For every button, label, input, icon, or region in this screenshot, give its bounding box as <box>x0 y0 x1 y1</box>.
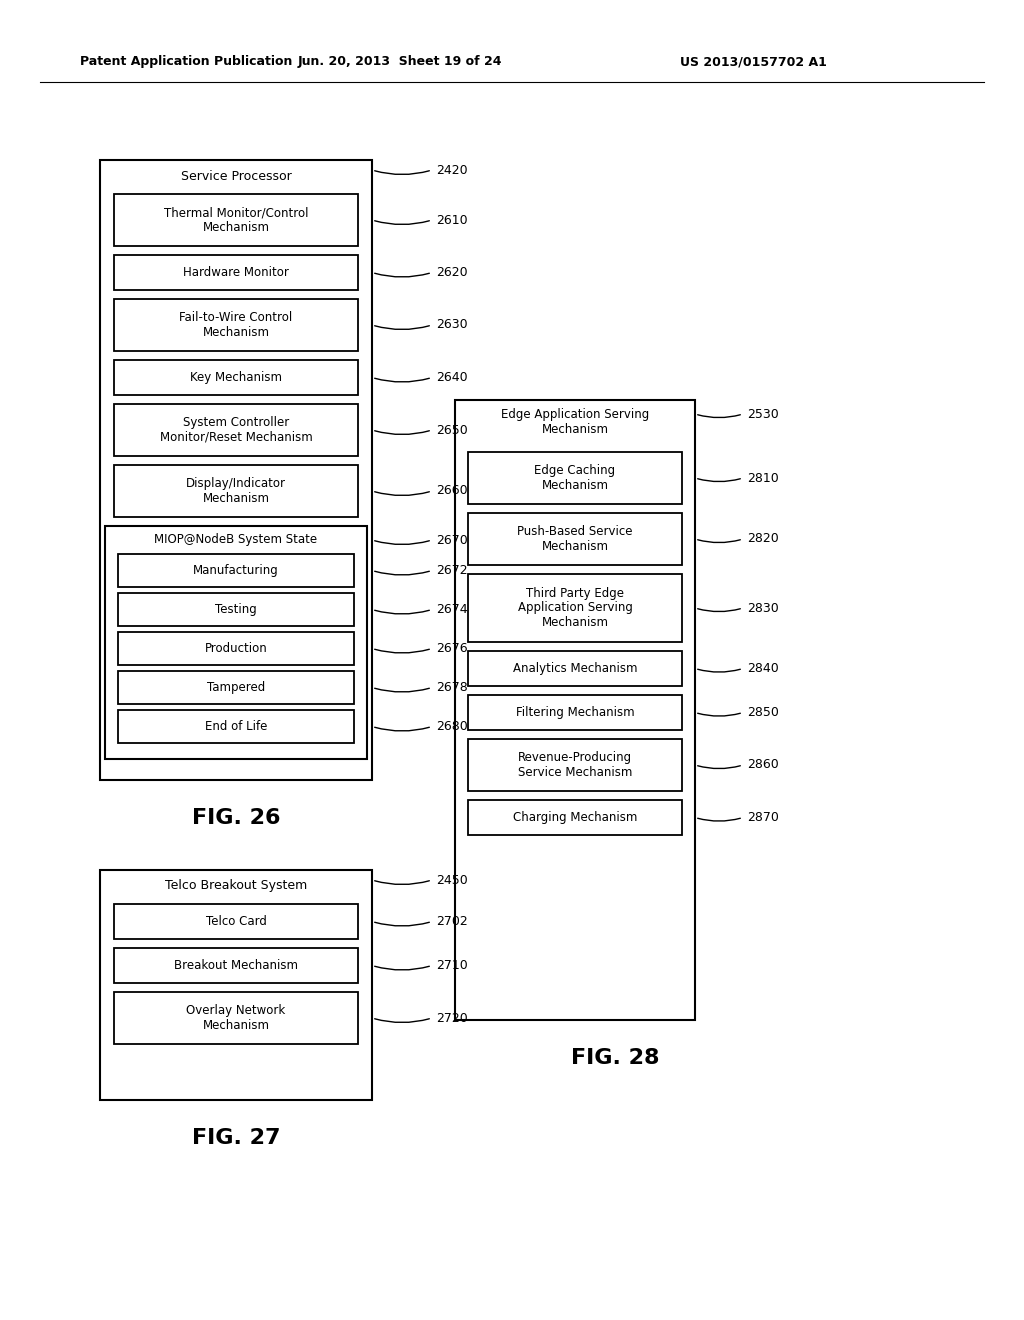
Bar <box>114 993 358 1044</box>
Text: 2450: 2450 <box>436 874 468 887</box>
Bar <box>114 194 358 246</box>
Text: 2840: 2840 <box>746 663 778 675</box>
Bar <box>114 255 358 290</box>
Text: 2610: 2610 <box>436 214 468 227</box>
Text: 2530: 2530 <box>746 408 778 421</box>
Text: 2620: 2620 <box>436 267 468 279</box>
Text: 2650: 2650 <box>436 424 468 437</box>
Text: 2680: 2680 <box>436 719 468 733</box>
Text: 2720: 2720 <box>436 1011 468 1024</box>
Text: Edge Application Serving
Mechanism: Edge Application Serving Mechanism <box>501 408 649 436</box>
Bar <box>118 710 354 743</box>
Text: 2830: 2830 <box>746 602 778 615</box>
Text: Telco Card: Telco Card <box>206 915 266 928</box>
Text: Overlay Network
Mechanism: Overlay Network Mechanism <box>186 1005 286 1032</box>
Bar <box>100 870 372 1100</box>
Text: 2850: 2850 <box>746 706 779 719</box>
Bar <box>114 948 358 983</box>
Text: Thermal Monitor/Control
Mechanism: Thermal Monitor/Control Mechanism <box>164 206 308 234</box>
Text: Key Mechanism: Key Mechanism <box>190 371 282 384</box>
Text: Revenue-Producing
Service Mechanism: Revenue-Producing Service Mechanism <box>518 751 632 779</box>
Text: Charging Mechanism: Charging Mechanism <box>513 810 637 824</box>
Text: FIG. 27: FIG. 27 <box>191 1129 281 1148</box>
Text: 2820: 2820 <box>746 532 778 545</box>
Bar <box>468 696 682 730</box>
Text: US 2013/0157702 A1: US 2013/0157702 A1 <box>680 55 826 69</box>
Text: Testing: Testing <box>215 603 257 616</box>
Text: Tampered: Tampered <box>207 681 265 694</box>
Text: 2640: 2640 <box>436 371 468 384</box>
Bar <box>114 904 358 939</box>
Bar <box>118 632 354 665</box>
Bar <box>118 593 354 626</box>
Text: Edge Caching
Mechanism: Edge Caching Mechanism <box>535 465 615 492</box>
Text: Breakout Mechanism: Breakout Mechanism <box>174 960 298 972</box>
Text: 2860: 2860 <box>746 759 778 771</box>
Bar <box>468 800 682 836</box>
Text: Telco Breakout System: Telco Breakout System <box>165 879 307 892</box>
Text: 2810: 2810 <box>746 471 778 484</box>
Text: 2676: 2676 <box>436 642 468 655</box>
Text: 2702: 2702 <box>436 915 468 928</box>
Bar <box>468 451 682 504</box>
Bar <box>468 739 682 791</box>
Bar <box>118 554 354 587</box>
Bar <box>114 360 358 395</box>
Text: Production: Production <box>205 642 267 655</box>
Bar <box>114 465 358 517</box>
Bar <box>105 525 367 759</box>
Text: System Controller
Monitor/Reset Mechanism: System Controller Monitor/Reset Mechanis… <box>160 416 312 444</box>
Text: Filtering Mechanism: Filtering Mechanism <box>516 706 634 719</box>
Text: 2674: 2674 <box>436 603 468 616</box>
Text: 2672: 2672 <box>436 564 468 577</box>
Text: MIOP@NodeB System State: MIOP@NodeB System State <box>155 533 317 546</box>
Text: 2710: 2710 <box>436 960 468 972</box>
Bar <box>468 513 682 565</box>
Text: 2420: 2420 <box>436 164 468 177</box>
Bar <box>118 671 354 704</box>
Text: 2660: 2660 <box>436 484 468 498</box>
Bar <box>114 300 358 351</box>
Text: Third Party Edge
Application Serving
Mechanism: Third Party Edge Application Serving Mec… <box>517 586 633 630</box>
Text: 2630: 2630 <box>436 318 468 331</box>
Text: FIG. 26: FIG. 26 <box>191 808 281 828</box>
Text: Push-Based Service
Mechanism: Push-Based Service Mechanism <box>517 525 633 553</box>
Text: Fail-to-Wire Control
Mechanism: Fail-to-Wire Control Mechanism <box>179 312 293 339</box>
Bar <box>114 404 358 455</box>
Text: 2670: 2670 <box>436 533 468 546</box>
Text: Analytics Mechanism: Analytics Mechanism <box>513 663 637 675</box>
Text: Service Processor: Service Processor <box>180 169 292 182</box>
Bar <box>100 160 372 780</box>
Bar <box>455 400 695 1020</box>
Text: Patent Application Publication: Patent Application Publication <box>80 55 293 69</box>
Bar <box>468 574 682 642</box>
Text: End of Life: End of Life <box>205 719 267 733</box>
Text: FIG. 28: FIG. 28 <box>570 1048 659 1068</box>
Text: Jun. 20, 2013  Sheet 19 of 24: Jun. 20, 2013 Sheet 19 of 24 <box>298 55 502 69</box>
Text: 2870: 2870 <box>746 810 779 824</box>
Text: Display/Indicator
Mechanism: Display/Indicator Mechanism <box>186 477 286 506</box>
Bar <box>468 651 682 686</box>
Text: 2678: 2678 <box>436 681 468 694</box>
Text: Manufacturing: Manufacturing <box>194 564 279 577</box>
Text: Hardware Monitor: Hardware Monitor <box>183 267 289 279</box>
